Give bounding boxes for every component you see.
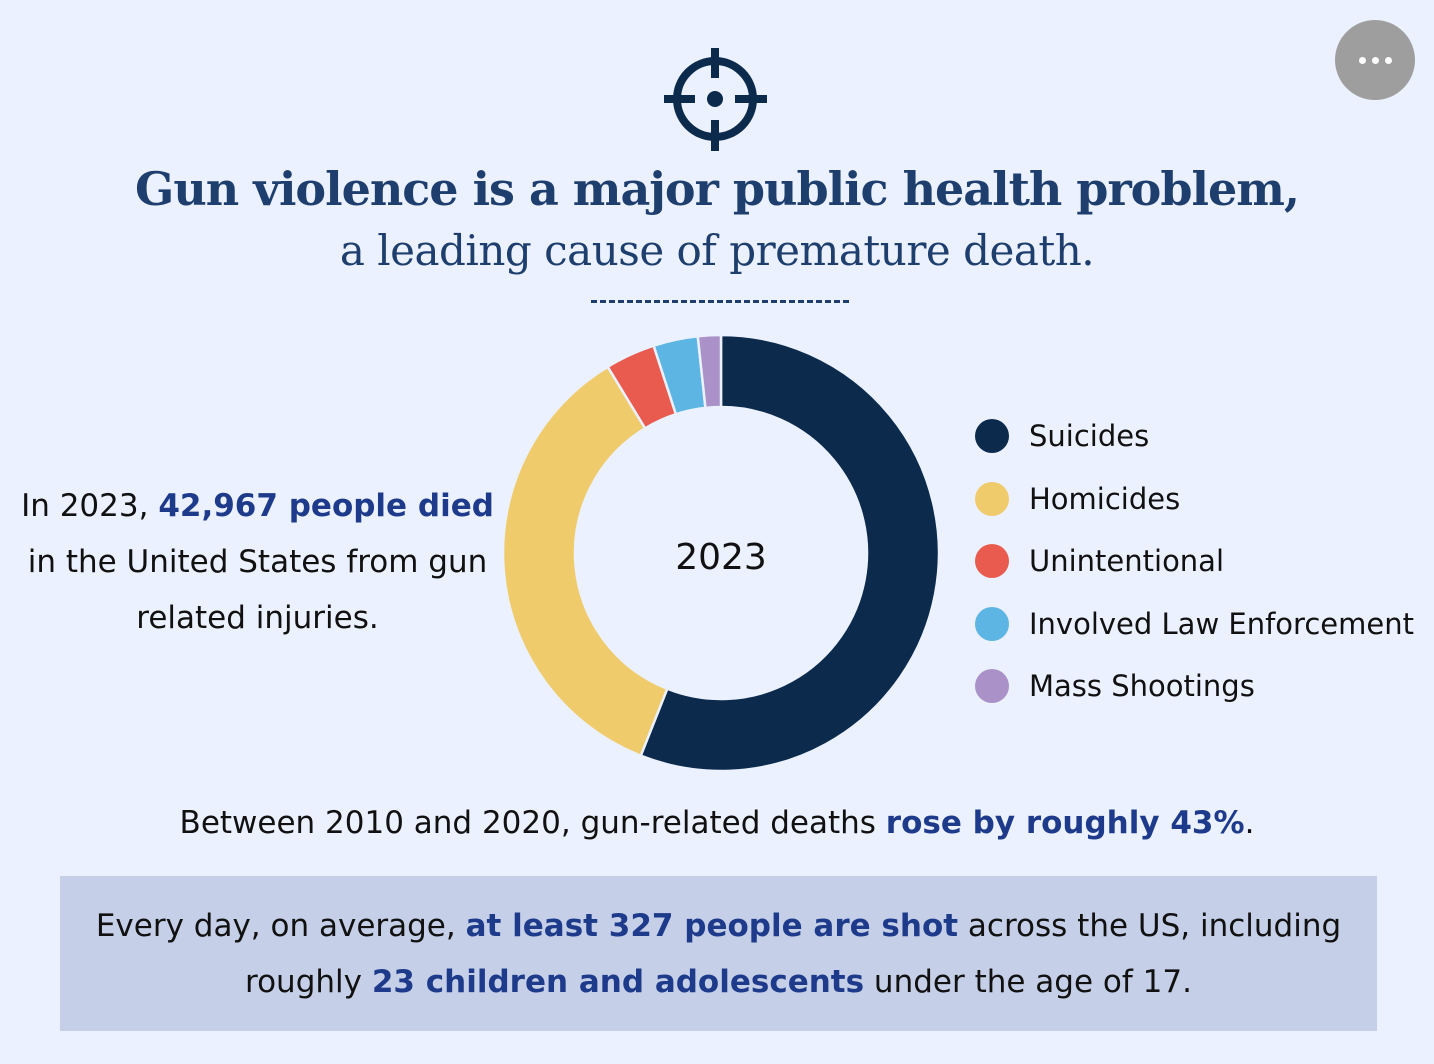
- more-options-button[interactable]: [1335, 20, 1415, 100]
- page-subtitle: a leading cause of premature death.: [339, 226, 1095, 275]
- more-dot: [1384, 56, 1392, 64]
- callout-box: Every day, on average, at least 327 peop…: [60, 876, 1377, 1031]
- legend-label: Suicides: [1029, 419, 1150, 454]
- legend-swatch: [975, 544, 1009, 579]
- highlight: 42,967 people died: [158, 488, 494, 524]
- text: .: [1244, 805, 1255, 841]
- legend-label: Mass Shootings: [1029, 669, 1255, 704]
- legend-swatch: [975, 481, 1009, 516]
- crosshair-target-icon: [664, 48, 767, 151]
- donut-slice-homicides: [501, 365, 669, 758]
- donut-slice-suicides: [639, 333, 941, 773]
- text: Between 2010 and 2020, gun-related death…: [179, 805, 886, 841]
- growth-statement: Between 2010 and 2020, gun-related death…: [0, 805, 1434, 841]
- highlight: 23 children and adolescents: [371, 964, 865, 1000]
- highlight: rose by roughly 43%: [885, 805, 1245, 841]
- deaths-summary: In 2023, 42,967 people died in the Unite…: [20, 478, 495, 646]
- legend-item: Suicides: [975, 405, 1414, 468]
- legend-item: Involved Law Enforcement: [975, 593, 1414, 656]
- legend-label: Homicides: [1029, 481, 1181, 516]
- donut-slice-mass-shootings: [696, 333, 723, 410]
- text: In 2023,: [21, 488, 159, 524]
- legend-swatch: [975, 669, 1009, 704]
- page-title: Gun violence is a major public health pr…: [135, 162, 1300, 216]
- center-label: 2023: [675, 537, 767, 578]
- text: in the United States from gun related in…: [27, 544, 488, 636]
- legend-item: Mass Shootings: [975, 655, 1414, 718]
- text: under the age of 17.: [864, 964, 1192, 1000]
- more-horizontal-icon: [1358, 56, 1366, 64]
- legend-label: Involved Law Enforcement: [1029, 606, 1414, 641]
- legend-item: Unintentional: [975, 530, 1414, 593]
- legend-label: Unintentional: [1029, 544, 1225, 579]
- more-dot: [1371, 56, 1379, 64]
- highlight: at least 327 people are shot: [465, 908, 959, 944]
- text: Every day, on average,: [95, 908, 466, 944]
- legend-swatch: [975, 606, 1009, 641]
- divider: [591, 300, 849, 303]
- legend-swatch: [975, 419, 1009, 454]
- legend: Suicides Homicides Unintentional Involved L…: [975, 405, 1414, 718]
- text: across the US, including roughly: [245, 908, 1342, 1000]
- legend-item: Homicides: [975, 468, 1414, 531]
